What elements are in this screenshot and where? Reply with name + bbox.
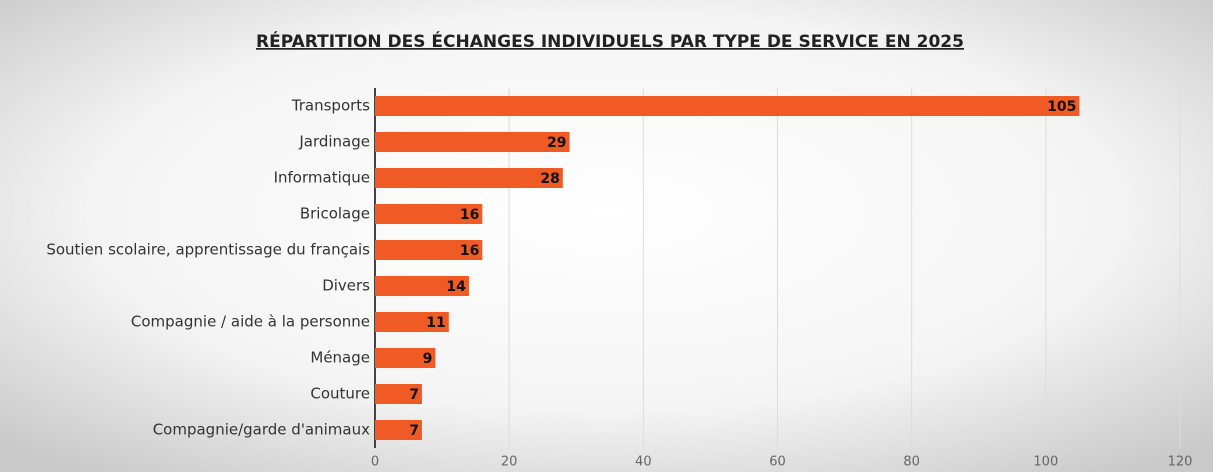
bar bbox=[375, 240, 483, 260]
data-label: 14 bbox=[446, 279, 466, 295]
bar bbox=[375, 132, 570, 152]
y-tick-label: Informatique bbox=[274, 169, 370, 187]
data-label: 29 bbox=[547, 135, 566, 151]
chart-title: RÉPARTITION DES ÉCHANGES INDIVIDUELS PAR… bbox=[256, 30, 964, 52]
data-label: 28 bbox=[540, 171, 559, 187]
data-label: 7 bbox=[409, 423, 419, 439]
y-tick-label: Jardinage bbox=[298, 133, 370, 151]
data-label: 7 bbox=[409, 387, 419, 403]
bar bbox=[375, 348, 436, 368]
bar bbox=[375, 204, 483, 224]
bar bbox=[375, 420, 422, 440]
y-tick-label: Couture bbox=[310, 385, 370, 403]
bar bbox=[375, 96, 1080, 116]
x-tick-label: 100 bbox=[1033, 455, 1058, 470]
y-tick-label: Compagnie / aide à la personne bbox=[131, 313, 370, 331]
bar bbox=[375, 168, 563, 188]
data-label: 16 bbox=[460, 207, 479, 223]
x-tick-label: 80 bbox=[903, 455, 920, 470]
bar bbox=[375, 276, 469, 296]
y-tick-label: Divers bbox=[322, 277, 370, 295]
x-tick-label: 20 bbox=[501, 455, 518, 470]
bar bbox=[375, 312, 449, 332]
data-label: 9 bbox=[423, 351, 433, 367]
y-tick-label: Bricolage bbox=[300, 205, 370, 223]
x-tick-label: 60 bbox=[769, 455, 786, 470]
bar bbox=[375, 384, 422, 404]
x-tick-label: 0 bbox=[371, 455, 379, 470]
y-tick-label: Soutien scolaire, apprentissage du franç… bbox=[46, 241, 370, 259]
data-label: 11 bbox=[426, 315, 445, 331]
data-label: 105 bbox=[1047, 99, 1076, 115]
y-tick-label: Compagnie/garde d'animaux bbox=[153, 421, 370, 439]
y-tick-label: Ménage bbox=[310, 349, 370, 367]
x-tick-label: 120 bbox=[1168, 455, 1193, 470]
x-tick-label: 40 bbox=[635, 455, 652, 470]
data-label: 16 bbox=[460, 243, 479, 259]
y-tick-label: Transports bbox=[291, 97, 370, 115]
